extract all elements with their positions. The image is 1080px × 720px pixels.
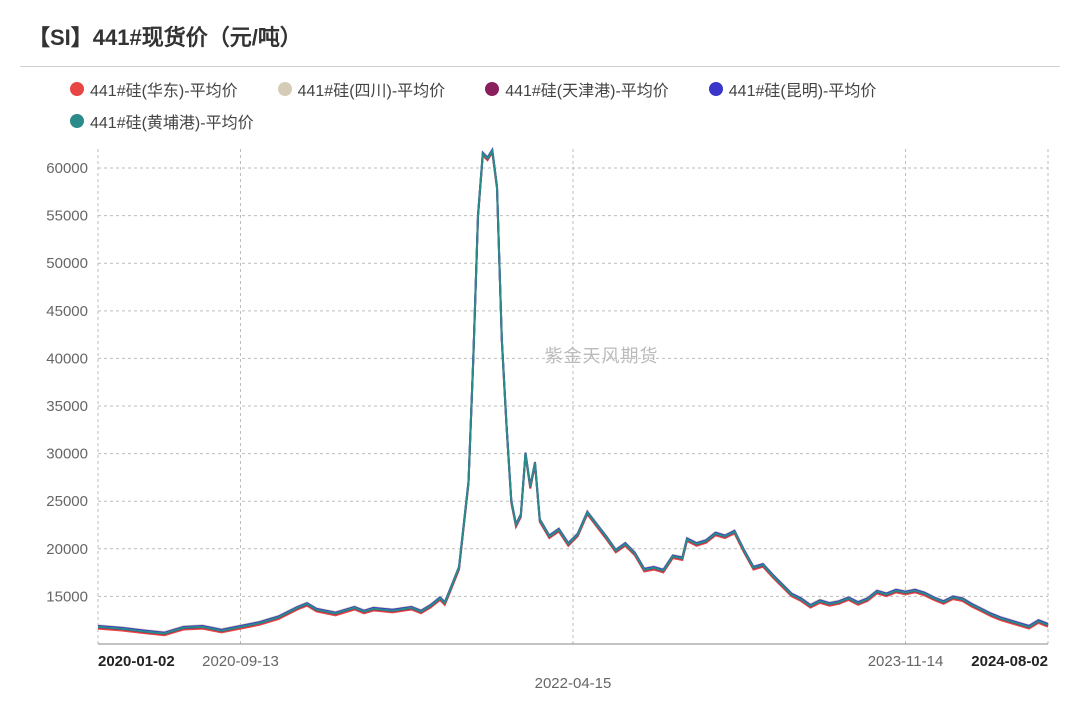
y-tick-label: 35000 [46,398,88,415]
chart-title: 【SI】441#现货价（元/吨） [28,20,1060,52]
y-tick-label: 45000 [46,303,88,320]
legend-marker-icon [709,82,723,96]
y-tick-label: 55000 [46,208,88,225]
x-tick-label: 2022-04-15 [535,675,612,692]
y-tick-label: 25000 [46,493,88,510]
legend-label: 441#硅(四川)-平均价 [298,77,446,101]
x-tick-label: 2023-11-14 [868,653,944,670]
y-tick-label: 20000 [46,541,88,558]
legend-marker-icon [278,82,292,96]
legend-item[interactable]: 441#硅(四川)-平均价 [278,77,446,101]
legend-label: 441#硅(黄埔港)-平均价 [90,109,254,133]
x-tick-label: 2020-01-02 [98,653,175,670]
y-tick-label: 50000 [46,255,88,272]
legend-marker-icon [70,82,84,96]
legend-label: 441#硅(天津港)-平均价 [505,77,669,101]
y-tick-label: 60000 [46,160,88,177]
legend-item[interactable]: 441#硅(黄埔港)-平均价 [70,109,254,133]
legend-marker-icon [70,114,84,128]
plot-svg: 15000 20000 25000 30000 35000 40000 45000 50000… [20,149,1060,699]
y-tick-label: 15000 [46,588,88,605]
legend: 441#硅(华东)-平均价 441#硅(四川)-平均价 441#硅(天津港)-平均价… [20,77,1060,141]
gridlines [98,149,1048,644]
y-tick-label: 40000 [46,350,88,367]
legend-item[interactable]: 441#硅(昆明)-平均价 [709,77,877,101]
plot-area: 15000 20000 25000 30000 35000 40000 45000 50000… [20,149,1060,699]
chart-container: { "chart": { "type": "line", "title": "【… [0,0,1080,720]
watermark: 紫金天风期货 [545,346,659,366]
x-tick-label: 2024-08-02 [971,653,1048,670]
divider [20,66,1060,67]
x-tick-label: 2020-09-13 [202,653,279,670]
series-line [98,153,1048,636]
legend-label: 441#硅(华东)-平均价 [90,77,238,101]
legend-label: 441#硅(昆明)-平均价 [729,77,877,101]
y-tick-label: 30000 [46,446,88,463]
legend-marker-icon [485,82,499,96]
legend-item[interactable]: 441#硅(华东)-平均价 [70,77,238,101]
legend-item[interactable]: 441#硅(天津港)-平均价 [485,77,669,101]
